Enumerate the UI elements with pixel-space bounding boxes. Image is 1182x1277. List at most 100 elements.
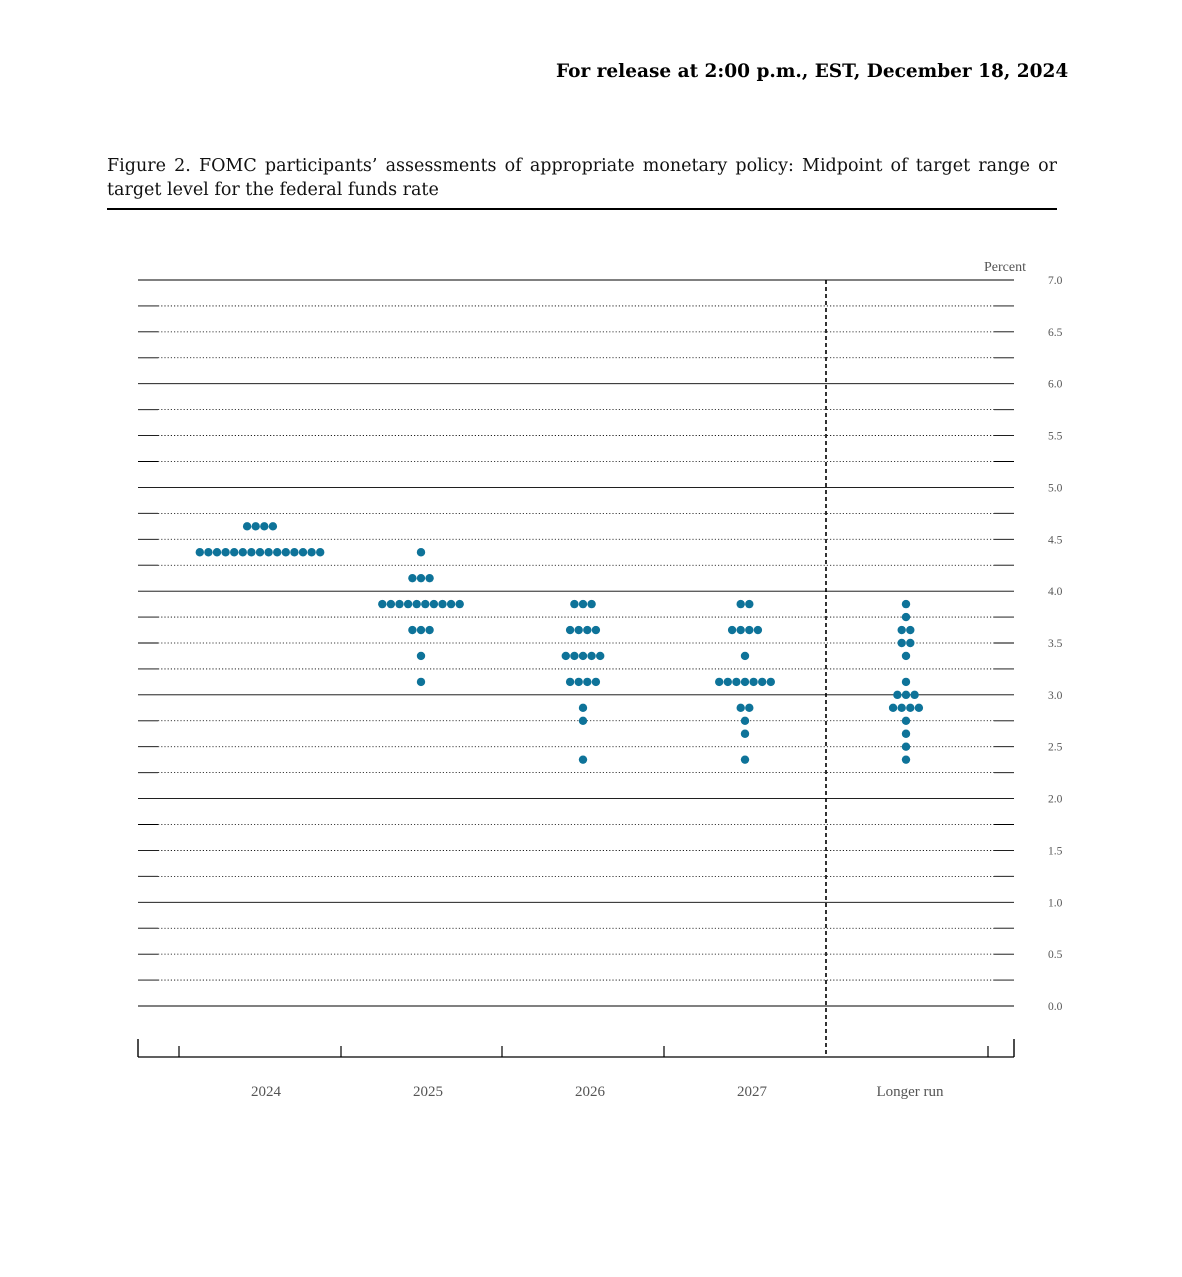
- dot-2027: [753, 625, 763, 635]
- dot-2024: [230, 548, 239, 557]
- dot-2024: [260, 522, 269, 531]
- dot-longer-run: [901, 729, 911, 738]
- y-tick-label: 7.0: [1048, 275, 1063, 287]
- dot-longer-run: [901, 599, 911, 609]
- dot-2025: [416, 548, 426, 557]
- dot-2026: [587, 599, 596, 609]
- dot-2027: [736, 703, 745, 713]
- dot-2027: [758, 677, 767, 687]
- dot-2025: [412, 599, 421, 609]
- dot-2026: [591, 625, 601, 635]
- dot-2024: [204, 548, 213, 557]
- dot-2024: [298, 548, 308, 557]
- dot-2025: [416, 651, 426, 661]
- dot-2027: [766, 677, 775, 687]
- y-axis-label: Percent: [984, 260, 1026, 275]
- dot-2026: [578, 651, 588, 661]
- dot-2027: [715, 677, 724, 687]
- dot-longer-run: [914, 703, 924, 713]
- dot-longer-run: [897, 625, 906, 635]
- dot-2025: [395, 599, 404, 609]
- dot-2025: [378, 599, 387, 609]
- y-tick-label: 3.5: [1048, 638, 1063, 650]
- dot-2025: [416, 573, 426, 583]
- dot-2025: [408, 573, 417, 583]
- dot-2027: [732, 677, 741, 687]
- dot-longer-run: [906, 638, 915, 648]
- y-tick-label: 6.0: [1048, 379, 1063, 391]
- caption-divider: [107, 208, 1057, 210]
- dot-2024: [195, 548, 204, 557]
- dot-longer-run: [897, 638, 906, 648]
- y-tick-label: 1.0: [1048, 897, 1063, 909]
- dot-2025: [403, 599, 413, 609]
- y-tick-label: 6.5: [1048, 327, 1063, 339]
- dot-2026: [570, 599, 579, 609]
- dot-2024: [281, 548, 290, 557]
- dot-2025: [408, 625, 417, 635]
- release-notice: For release at 2:00 p.m., EST, December …: [556, 61, 1069, 82]
- y-tick-label: 5.5: [1048, 431, 1063, 443]
- y-tick-label: 5.0: [1048, 482, 1063, 494]
- y-tick-label: 1.5: [1048, 845, 1063, 857]
- y-tick-label: 0.5: [1048, 949, 1063, 961]
- axes: Percent 0.0 0.5 1.0 1.5 2.0 2.5 3.0 3.5 4.0 4.5 5.…: [137, 260, 1063, 1100]
- dot-2024: [247, 548, 256, 557]
- dot-2024: [264, 548, 273, 557]
- y-tick-label: 2.0: [1048, 794, 1063, 806]
- dot-2024: [251, 522, 260, 531]
- dot-2025: [425, 625, 434, 635]
- dot-longer-run: [901, 742, 911, 751]
- dot-2026: [565, 677, 575, 687]
- dot-2025: [425, 573, 434, 583]
- dot-longer-run: [906, 625, 915, 635]
- dot-2026: [591, 677, 601, 687]
- dot-2027: [740, 651, 750, 661]
- gridlines: [138, 279, 1014, 1007]
- dot-2026: [583, 625, 592, 635]
- dot-2024: [268, 522, 278, 531]
- dot-2024: [221, 548, 230, 557]
- dot-2026: [596, 651, 605, 661]
- dot-2026: [578, 703, 588, 713]
- dot-2025: [421, 599, 430, 609]
- dot-2025: [446, 599, 456, 609]
- x-tick-label: 2025: [413, 1084, 443, 1100]
- dot-2024: [290, 548, 299, 557]
- dots: [195, 522, 924, 764]
- dot-2026: [561, 651, 570, 661]
- dot-2024: [316, 548, 325, 557]
- y-tick-label: 0.0: [1048, 1001, 1063, 1013]
- dot-2024: [238, 548, 247, 557]
- dot-2027: [740, 716, 750, 725]
- dot-2027: [736, 625, 745, 635]
- x-tick-label: 2024: [251, 1084, 282, 1100]
- x-tick-label: 2026: [575, 1084, 606, 1100]
- dot-longer-run: [906, 703, 915, 713]
- dot-2027: [745, 625, 754, 635]
- dot-longer-run: [901, 612, 911, 622]
- dot-longer-run: [901, 677, 911, 687]
- dot-2026: [578, 599, 588, 609]
- y-tick-label: 4.0: [1048, 586, 1063, 598]
- dot-2025: [416, 625, 426, 635]
- dot-2024: [273, 548, 282, 557]
- dot-2026: [570, 651, 579, 661]
- dot-2024: [307, 548, 316, 557]
- dot-2027: [736, 599, 745, 609]
- dot-2024: [212, 548, 222, 557]
- dot-longer-run: [901, 716, 911, 725]
- dot-2027: [740, 729, 750, 738]
- dot-2026: [565, 625, 575, 635]
- dot-longer-run: [901, 755, 911, 764]
- dot-2025: [386, 599, 396, 609]
- dot-2027: [723, 677, 732, 687]
- dot-2026: [578, 716, 588, 725]
- dot-longer-run: [893, 690, 902, 700]
- dot-2026: [587, 651, 596, 661]
- dot-2026: [578, 755, 588, 764]
- dot-2027: [749, 677, 758, 687]
- dot-2026: [574, 677, 583, 687]
- y-tick-label: 4.5: [1048, 534, 1063, 546]
